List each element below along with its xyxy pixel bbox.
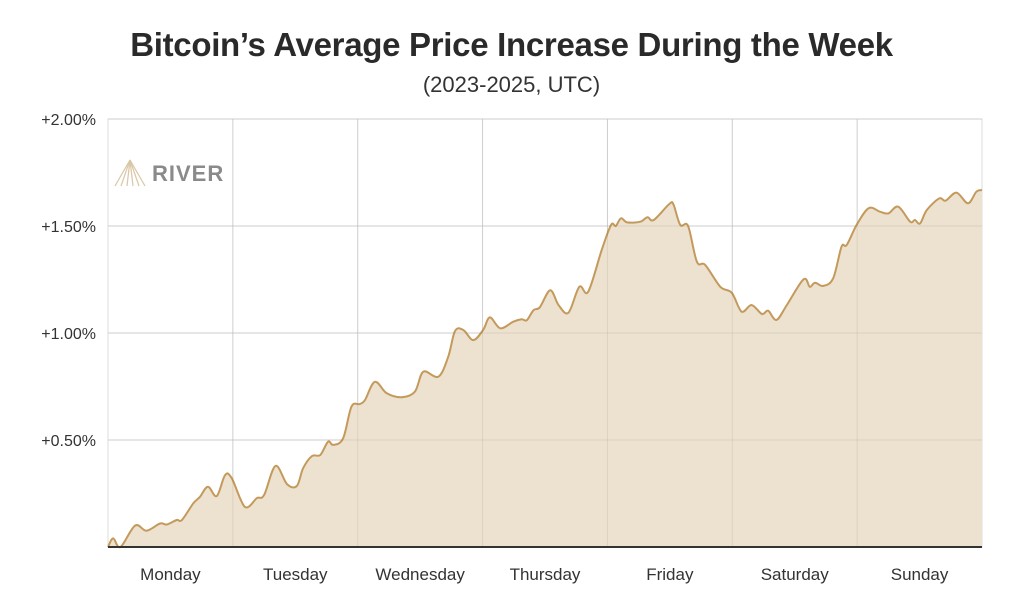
- x-tick-label-wednesday: Wednesday: [375, 565, 465, 584]
- y-tick-label: +1.00%: [41, 326, 96, 343]
- river-logo-text: RIVER: [152, 161, 224, 186]
- series-line: [107, 189, 983, 549]
- y-tick-labels: +0.50% +1.00% +1.50% +2.00%: [41, 112, 96, 450]
- grid-overlay: [108, 118, 982, 547]
- y-tick-label: +2.00%: [41, 112, 96, 129]
- river-logo: RIVER: [114, 159, 224, 187]
- river-logo-icon: [114, 159, 146, 187]
- x-tick-label-sunday: Sunday: [891, 565, 949, 584]
- y-tick-label: +1.50%: [41, 219, 96, 236]
- x-tick-label-friday: Friday: [646, 565, 694, 584]
- chart-subtitle: (2023-2025, UTC): [422, 72, 601, 97]
- x-tick-label-monday: Monday: [140, 565, 201, 584]
- area-fill: [108, 190, 982, 548]
- x-tick-labels: Monday Tuesday Wednesday Thursday Friday Satu…: [140, 565, 949, 584]
- y-tick-label: +0.50%: [41, 433, 96, 450]
- x-tick-label-tuesday: Tuesday: [263, 565, 328, 584]
- chart-title: Bitcoin’s Average Price Increase During …: [130, 26, 893, 63]
- x-tick-label-thursday: Thursday: [510, 565, 581, 584]
- x-tick-label-saturday: Saturday: [761, 565, 830, 584]
